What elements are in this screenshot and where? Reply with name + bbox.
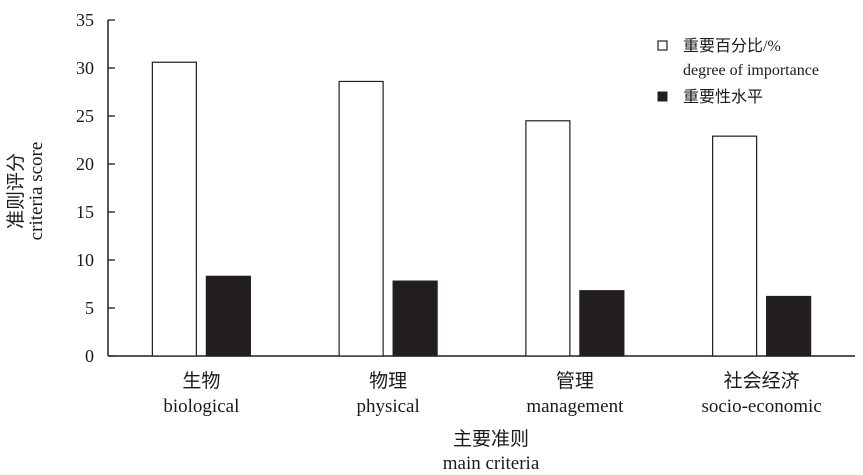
legend-swatch-importance-level: [657, 91, 668, 102]
bar-importance-level-biological: [205, 275, 251, 357]
bar-importance-percent-management: [525, 120, 571, 357]
y-tick-label: 5: [85, 298, 94, 318]
category-label-zh: 物理: [369, 370, 407, 392]
bars: [151, 61, 812, 357]
bar-importance-level-physical: [392, 280, 438, 357]
bar-importance-percent-socio-economic: [712, 135, 758, 357]
category-label-en: management: [526, 396, 624, 417]
y-tick-label: 30: [76, 58, 94, 78]
category-label-zh: 生物: [182, 370, 220, 392]
category-label-zh: 管理: [556, 370, 594, 392]
bar-importance-percent-biological: [151, 61, 197, 357]
y-tick-label: 15: [76, 202, 94, 222]
legend-label-importance-percent-en: degree of importance: [683, 62, 819, 79]
category-label-en: biological: [163, 396, 239, 417]
legend-label-importance-level-zh: 重要性水平: [683, 88, 763, 106]
y-tick-label: 20: [76, 154, 94, 174]
x-axis-label-en: main criteria: [443, 453, 540, 474]
y-tick-label: 35: [76, 10, 94, 30]
y-axis-label-en: criteria score: [26, 142, 47, 241]
category-labels: 生物 biological 物理 physical 管理 management 社会经济 so…: [163, 370, 821, 417]
category-label-zh: 社会经济: [724, 370, 800, 392]
x-axis-label-zh: 主要准则: [453, 428, 529, 450]
legend-swatch-importance-percent: [657, 40, 668, 51]
y-axis-label-zh: 准则评分: [5, 153, 27, 229]
bar-importance-percent-physical: [338, 80, 384, 357]
y-tick-label: 25: [76, 106, 94, 126]
legend: 重要百分比/% degree of importance 重要性水平: [657, 37, 819, 106]
y-tick-label: 0: [85, 346, 94, 366]
y-ticks: 0 5 10 15 20 25 30 35: [76, 10, 115, 366]
bar-importance-level-socio-economic: [766, 295, 812, 357]
y-tick-label: 10: [76, 250, 94, 270]
bar-importance-level-management: [579, 290, 625, 357]
category-label-en: socio-economic: [701, 396, 821, 417]
legend-label-importance-percent-zh: 重要百分比/%: [683, 37, 781, 55]
category-label-en: physical: [356, 396, 419, 417]
